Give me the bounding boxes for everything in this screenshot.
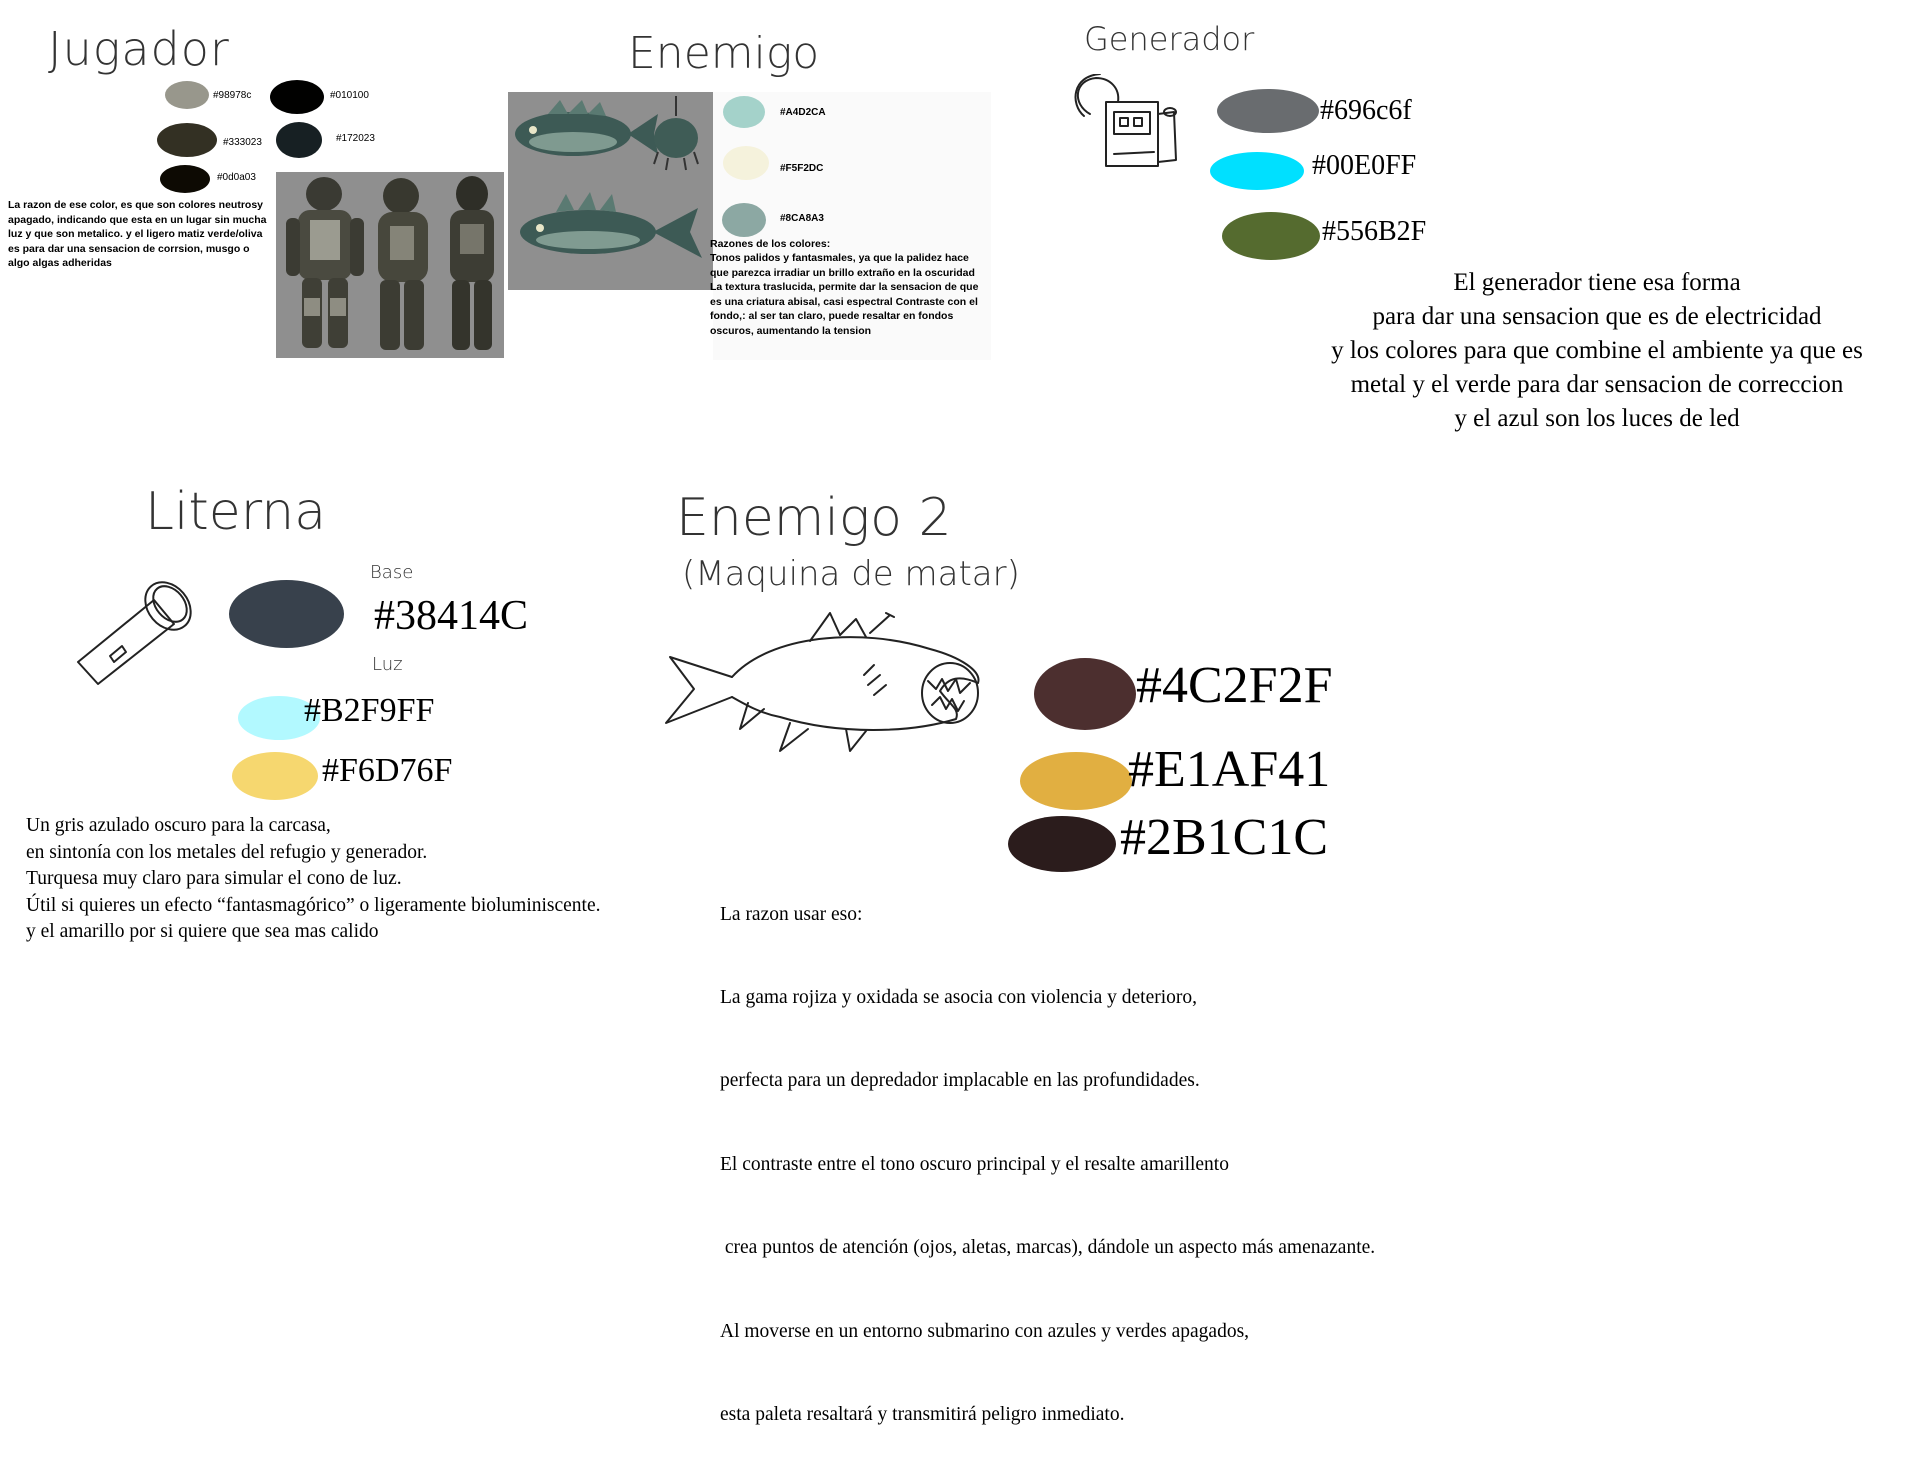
enemigo-swatch-3 xyxy=(722,203,766,237)
jugador-reference-image xyxy=(276,172,504,358)
linterna-line-4: Útil si quieres un efecto “fantasmagóric… xyxy=(26,894,601,916)
linterna-line-3: Turquesa muy claro para simular el cono … xyxy=(26,868,402,889)
generador-line-3: y los colores para que combine el ambien… xyxy=(1331,337,1863,364)
jugador-swatch-2 xyxy=(270,80,324,114)
jugador-swatch-3 xyxy=(157,123,217,157)
jugador-title: Jugador xyxy=(48,22,230,76)
enemigo2-hex-1: #4C2F2F xyxy=(1136,657,1333,714)
armor-figure-side xyxy=(378,178,428,350)
shark-sketch xyxy=(665,612,980,752)
linterna-luz-label: Luz xyxy=(372,654,403,675)
generador-swatch-1 xyxy=(1217,89,1319,133)
enemigo-title: Enemigo xyxy=(628,28,820,79)
generador-line-5: y el azul son los luces de led xyxy=(1454,405,1740,432)
generador-line-1: El generador tiene esa forma xyxy=(1453,269,1741,296)
jugador-swatch-1 xyxy=(165,81,209,109)
enemigo-reasons-title: Razones de los colores: xyxy=(710,238,831,250)
generador-description: El generador tiene esa forma para dar un… xyxy=(1282,266,1912,436)
generador-hex-2: #00E0FF xyxy=(1312,150,1417,181)
jugador-description: La razon de ese color, es que son colore… xyxy=(8,199,267,269)
generador-swatch-3 xyxy=(1222,212,1320,260)
jugador-hex-3: #333023 xyxy=(223,137,262,148)
enemigo2-subtitle: (Maquina de matar) xyxy=(682,554,1020,594)
enemigo2-line-3: perfecta para un depredador implacable e… xyxy=(720,1070,1200,1092)
jugador-hex-4: #172023 xyxy=(336,133,375,144)
generador-hex-3: #556B2F xyxy=(1322,216,1427,247)
enemigo2-line-1: La razon usar eso: xyxy=(720,903,863,925)
linterna-line-2: en sintonía con los metales del refugio … xyxy=(26,841,428,863)
fish-top xyxy=(515,100,658,156)
enemigo2-line-6: Al moverse en un entorno submarino con a… xyxy=(720,1320,1250,1342)
enemigo2-line-4: El contraste entre el tono oscuro princi… xyxy=(720,1153,1229,1175)
armor-figure-front xyxy=(286,177,364,348)
linterna-swatch-warm xyxy=(232,752,318,800)
enemigo-hex-3: #8CA8A3 xyxy=(780,213,824,224)
enemigo2-swatch-3 xyxy=(1008,816,1116,872)
generador-line-4: metal y el verde para dar sensacion de c… xyxy=(1350,371,1844,398)
enemigo-swatch-1 xyxy=(723,96,765,128)
generador-line-2: para dar una sensacion que es de electri… xyxy=(1372,303,1822,330)
enemigo2-title: Enemigo 2 xyxy=(676,488,952,548)
jugador-swatch-4 xyxy=(276,122,322,158)
enemigo-reference-image xyxy=(508,92,713,290)
linterna-title: Literna xyxy=(145,482,327,542)
flashlight-sketch xyxy=(77,581,192,685)
generador-swatch-2 xyxy=(1210,152,1304,190)
enemigo2-line-2: La gama rojiza y oxidada se asocia con v… xyxy=(720,986,1198,1008)
linterna-line-5: y el amarillo por si quiere que sea mas … xyxy=(26,921,379,942)
linterna-base-label: Base xyxy=(370,562,414,583)
enemigo-hex-2: #F5F2DC xyxy=(780,163,824,174)
fish-front xyxy=(653,96,699,171)
linterna-swatch-base xyxy=(229,580,344,648)
enemigo2-line-5: crea puntos de atención (ojos, aletas, m… xyxy=(720,1237,1376,1259)
linterna-hex-base: #38414C xyxy=(374,593,529,639)
linterna-hex-warm: #F6D76F xyxy=(322,752,453,789)
generator-sketch xyxy=(1074,74,1177,167)
enemigo2-description: La razon usar eso: La gama rojiza y oxid… xyxy=(720,845,1620,1457)
enemigo2-line-7: esta paleta resaltará y transmitirá peli… xyxy=(720,1403,1125,1425)
generador-hex-1: #696c6f xyxy=(1320,95,1412,126)
jugador-swatch-5 xyxy=(160,165,210,193)
linterna-line-1: Un gris azulado oscuro para la carcasa, xyxy=(26,815,331,836)
jugador-hex-2: #010100 xyxy=(330,90,369,101)
enemigo2-hex-3: #2B1C1C xyxy=(1120,809,1329,866)
jugador-hex-1: #98978c xyxy=(213,90,252,101)
enemigo2-swatch-1 xyxy=(1034,658,1136,730)
enemigo2-swatch-2 xyxy=(1020,752,1132,810)
enemigo-hex-1: #A4D2CA xyxy=(780,107,826,118)
fish-bottom xyxy=(520,192,702,258)
linterna-swatch-luz xyxy=(238,696,320,740)
jugador-hex-5: #0d0a03 xyxy=(217,172,256,183)
linterna-description: Un gris azulado oscuro para la carcasa, … xyxy=(26,813,746,946)
armor-figure-back xyxy=(450,176,494,350)
linterna-hex-luz: #B2F9FF xyxy=(304,692,435,729)
enemigo2-hex-2: #E1AF41 xyxy=(1128,741,1331,798)
enemigo-swatch-2 xyxy=(723,146,769,180)
generador-title: Generador xyxy=(1084,20,1255,58)
enemigo-reasons: Tonos palidos y fantasmales, ya que la p… xyxy=(710,252,979,337)
